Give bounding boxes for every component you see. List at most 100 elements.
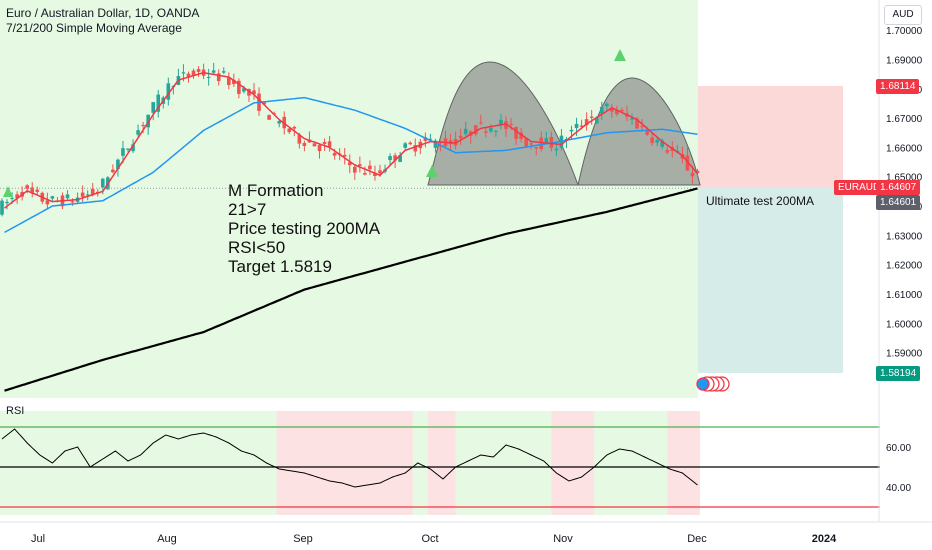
candle-body [70,201,75,203]
event-markers[interactable] [696,376,730,392]
candle [665,146,670,155]
candle-body [247,89,251,96]
candle [237,78,241,99]
candle-body [35,189,40,192]
candle-body [151,102,155,113]
candle-body [650,137,654,144]
rsi-bearish-zone [276,411,413,515]
candle [216,69,221,86]
candle [327,135,332,152]
candle-body [388,156,392,161]
candle-body [45,200,50,205]
candle [484,127,488,138]
candle-body [292,126,297,129]
candle [685,147,690,171]
candle-body [358,164,362,166]
candle-body [599,106,604,114]
price-tick-label: 1.63000 [886,231,923,242]
indicator-label[interactable]: 7/21/200 Simple Moving Average [6,21,182,35]
candle-body [206,76,211,78]
candle-body [237,80,241,94]
annotation-line: RSI<50 [228,238,286,257]
candle-body [408,142,413,145]
candle [463,121,468,136]
candle-body [211,70,216,73]
candle [554,142,559,157]
candle-body [332,152,337,156]
candle-body [242,88,246,92]
candle-body [312,143,317,147]
candle [156,89,161,118]
candle [211,62,216,75]
rsi-bearish-shading [276,411,701,515]
annotation-line: Price testing 200MA [228,219,381,238]
event-marker-5[interactable] [696,377,710,391]
price-tick-label: 1.62000 [886,261,923,272]
candle [408,141,413,146]
candle-body [645,129,649,135]
stop-loss-zone [698,86,843,187]
candle [302,140,307,152]
candle [85,190,90,201]
candle-body [232,79,236,85]
candle [363,166,367,176]
bull-background-zone [0,0,698,398]
candle-body [695,170,700,174]
candle [499,113,503,130]
candle-body [30,187,35,193]
candle-body [131,144,135,152]
price-tick-label: 1.66000 [886,143,923,154]
candle [206,68,211,86]
candle-body [353,166,357,173]
rsi-pane-label[interactable]: RSI [6,405,25,417]
price-tick-label: 1.69000 [886,55,923,66]
price-tick-label: 1.60000 [886,319,923,330]
candle-body [216,73,221,82]
annotation-line: 21>7 [228,200,267,219]
candle [252,82,256,100]
candle-body [610,108,614,112]
candle-body [227,77,231,86]
candle [494,130,498,137]
rsi-tick-label: 60.00 [886,443,911,454]
candle-body [327,141,332,147]
candle-body [428,138,433,140]
annotation-line: Target 1.5819 [228,257,332,276]
time-tick-label: 2024 [812,533,837,545]
candle-body [589,116,594,118]
buy-signal-arrow-left [3,186,13,197]
candle-body [5,201,9,204]
candle-body [0,200,4,215]
candle [650,133,654,147]
candle-body [101,178,105,188]
stop-price-tag: 1.68114 [876,79,920,94]
candle-body [317,145,322,152]
candle [504,116,508,137]
candle [121,140,125,164]
candle-body [519,132,523,139]
candle [610,103,614,118]
candle-body [126,148,130,150]
candle [353,164,357,180]
candle [196,66,201,78]
candle-body [121,148,125,156]
m-left-hump [427,61,579,186]
candle-body [458,135,463,139]
candle-body [322,142,327,144]
candle [690,165,695,184]
candle [312,143,317,147]
candle [151,101,155,121]
candle [388,153,392,166]
candle-body [141,125,145,127]
candle-body [615,109,619,115]
ma7-line [4,71,699,209]
candle-body [690,172,695,177]
candle [403,141,407,150]
currency-selector[interactable]: AUD [884,5,922,25]
rsi-reference-lines [0,426,880,508]
rsi-axis: 60.00 40.00 [886,443,911,494]
candle-body [655,139,659,143]
candle [347,154,352,174]
candle [539,131,544,152]
